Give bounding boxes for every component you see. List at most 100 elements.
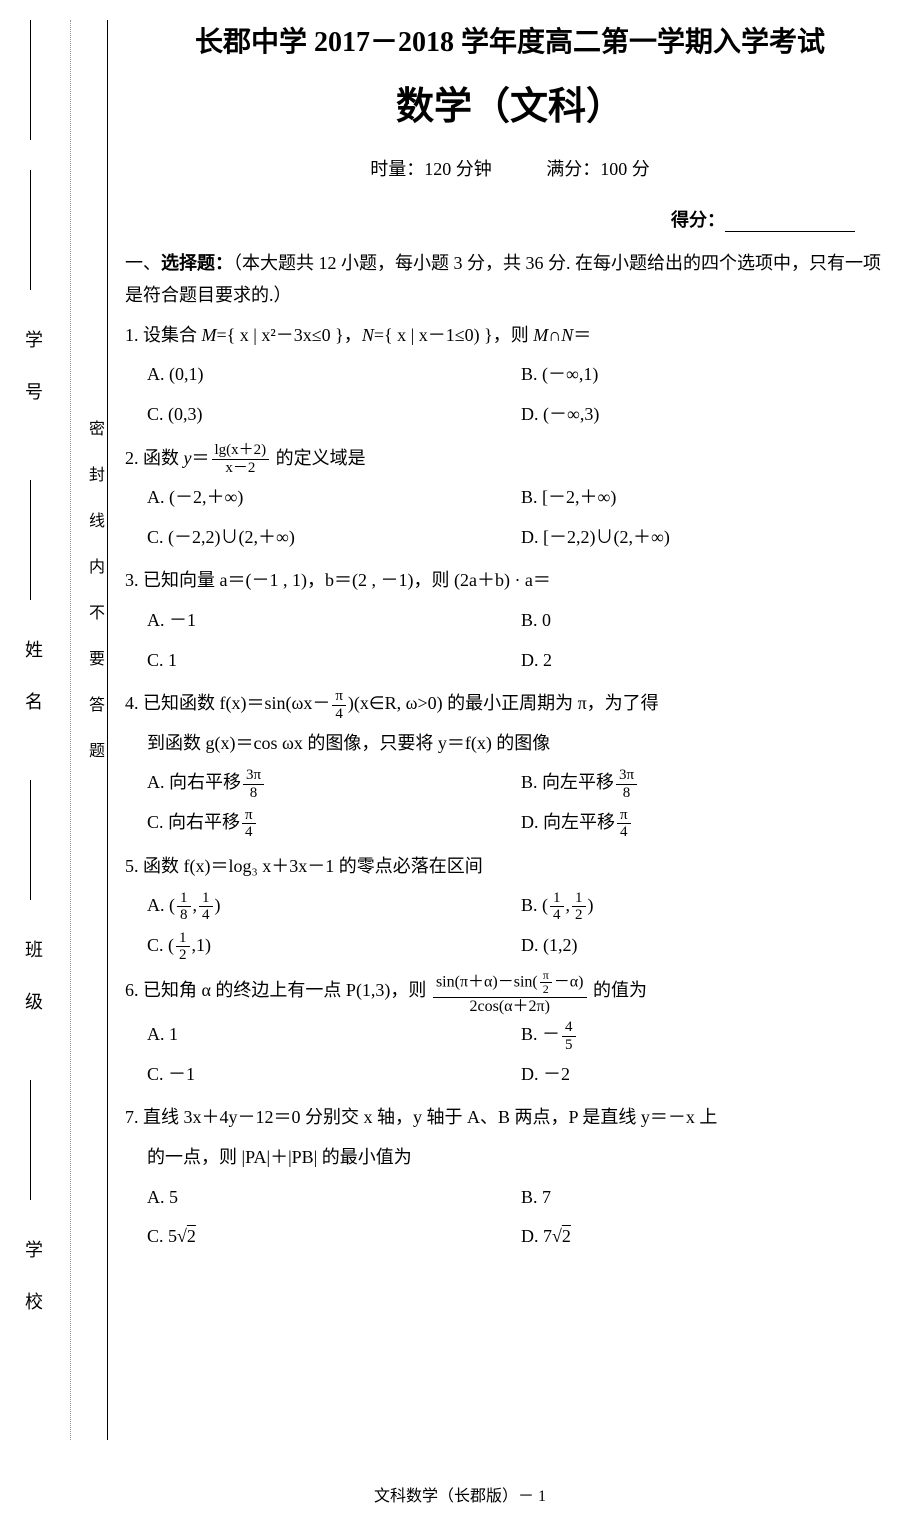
content-divider [107,20,108,1440]
q7c-s: 2 [187,1226,196,1246]
dotted-seal-line [70,20,71,1440]
q5a-pr: ) [215,895,221,915]
q5-opt-d: D. (1,2) [521,926,895,966]
q6-bn3: －α) [554,974,584,991]
q1-M: M [202,325,217,345]
q7-opt-b: B. 7 [521,1178,895,1218]
q4-f1d: 4 [332,706,346,723]
q5-opt-b: B. (14,12) [521,886,895,926]
q5a-d1: 8 [177,907,191,924]
q5a-n2: 1 [199,890,213,908]
q4b-frac: 3π8 [616,767,637,801]
q5-opt-a: A. (18,14) [147,886,521,926]
field-class-label: 班 级 [20,940,46,1018]
q1-t1: 1. 设集合 [125,325,202,345]
q6b-frac: 45 [562,1019,576,1053]
q5b-n1: 1 [550,890,564,908]
q1-cap: ∩ [548,325,561,345]
q2-num: lg(x＋2) [212,442,270,460]
q6-bigden: 2cos(α＋2π) [433,998,587,1016]
q6-bignum: sin(π＋α)－sin(π2－α) [433,969,587,997]
q4-opt-d: D. 向左平移π4 [521,803,895,843]
q5b-pl: ( [542,895,548,915]
q5c-l: C. [147,935,168,955]
question-4: 4. 已知函数 f(x)＝sin(ωx－π4)(x∈R, ω>0) 的最小正周期… [125,684,895,842]
q1-opt-b: B. (－∞,1) [521,355,895,395]
q5a-c: , [193,895,198,915]
q2-options: A. (－2,＋∞) B. [－2,＋∞) C. (－2,2)∪(2,＋∞) D… [125,478,895,557]
q7d-t: D. 7 [521,1226,552,1246]
q5c-pr: ) [205,935,211,955]
q2-stem: 2. 函数 y＝lg(x＋2)x－2 的定义域是 [125,439,895,479]
exam-subject: 数学（文科） [125,75,895,130]
q5a-pl: ( [169,895,175,915]
q6-bn2: ( [532,974,537,991]
q4a-t: A. 向右平移 [147,772,241,792]
field-class-line [30,780,31,900]
field-id-line [30,170,31,290]
score-blank [725,231,855,232]
score-field: 得分： [125,206,895,232]
q4-frac1: π4 [332,688,346,722]
q4-t3: 到函数 g(x)＝cos ωx 的图像，只要将 y＝f(x) 的图像 [125,733,550,753]
q3-stem: 3. 已知向量 a＝(－1 , 1)，b＝(2 , －1)，则 (2a＋b) ·… [125,561,895,601]
q4a-frac: 3π8 [243,767,264,801]
q6-opt-c: C. －1 [147,1055,521,1095]
q4-opt-a: A. 向右平移3π8 [147,763,521,803]
q5c-d1: 2 [176,947,190,964]
section-desc: （本大题共 12 小题，每小题 3 分，共 36 分. 在每小题给出的四个选项中… [125,253,881,305]
field-school-label: 学 校 [20,1240,46,1318]
q4d-d: 4 [617,824,631,841]
q4-options: A. 向右平移3π8 B. 向左平移3π8 C. 向右平移π4 D. 向左平移π… [125,763,895,842]
q7-opt-c: C. 5√2 [147,1217,521,1257]
q6-stem: 6. 已知角 α 的终边上有一点 P(1,3)，则 sin(π＋α)－sin(π… [125,969,895,1015]
field-school-line [30,1080,31,1200]
q5c-pl: ( [168,935,174,955]
q2-opt-c: C. (－2,2)∪(2,＋∞) [147,518,521,558]
q1-opt-c: C. (0,3) [147,395,521,435]
q3-opt-a: A. －1 [147,601,521,641]
q6-opt-b: B. －45 [521,1015,895,1055]
question-2: 2. 函数 y＝lg(x＋2)x－2 的定义域是 A. (－2,＋∞) B. [… [125,439,895,558]
exam-title: 长郡中学 2017－2018 学年度高二第一学期入学考试 [125,20,895,60]
q3-opt-b: B. 0 [521,601,895,641]
q4-opt-b: B. 向左平移3π8 [521,763,895,803]
q4c-t: C. 向右平移 [147,812,240,832]
q1-N: N [362,325,374,345]
q4c-frac: π4 [242,807,256,841]
q6b-d: 5 [562,1037,576,1054]
q7-stem: 7. 直线 3x＋4y－12＝0 分别交 x 轴，y 轴于 A、B 两点，P 是… [125,1098,895,1177]
q5c-n1: 1 [176,930,190,948]
q5c-v: 1 [196,935,205,955]
q4c-n: π [242,807,256,825]
q7-options: A. 5 B. 7 C. 5√2 D. 7√2 [125,1178,895,1257]
q7-t2: 的一点，则 |PA|＋|PB| 的最小值为 [125,1147,412,1167]
q1-opt-d: D. (－∞,3) [521,395,895,435]
q1-t3: ={ x | x－1≤0) }，则 [374,325,533,345]
q6-opt-d: D. －2 [521,1055,895,1095]
q6b-t: B. － [521,1024,560,1044]
q3-opt-d: D. 2 [521,641,895,681]
q6-t1: 6. 已知角 α 的终边上有一点 P(1,3)，则 [125,980,431,1000]
q7-t1: 7. 直线 3x＋4y－12＝0 分别交 x 轴，y 轴于 A、B 两点，P 是… [125,1107,717,1127]
score-label: 得分： [671,210,725,230]
field-top-line [30,20,31,140]
q5a-d2: 4 [199,907,213,924]
q5a-l: A. [147,895,169,915]
question-6: 6. 已知角 α 的终边上有一点 P(1,3)，则 sin(π＋α)－sin(π… [125,969,895,1094]
q7-opt-d: D. 7√2 [521,1217,895,1257]
q5b-f1: 14 [550,890,564,924]
q3-options: A. －1 B. 0 C. 1 D. 2 [125,601,895,680]
q5b-d1: 4 [550,907,564,924]
q5-opt-c: C. (12,1) [147,926,521,966]
q1-t2: ={ x | x²－3x≤0 }， [217,325,362,345]
binding-margin: 学 校 班 级 姓 名 学 号 密封线内不要答题 [0,0,110,1440]
q2-opt-d: D. [－2,2)∪(2,＋∞) [521,518,895,558]
q5c-f1: 12 [176,930,190,964]
q4d-n: π [617,807,631,825]
q7c-t: C. 5 [147,1226,177,1246]
field-id-label: 学 号 [20,330,46,408]
q2-den: x－2 [212,460,270,477]
q4-t2: )(x∈R, ω>0) 的最小正周期为 π，为了得 [348,693,659,713]
q3-opt-c: C. 1 [147,641,521,681]
